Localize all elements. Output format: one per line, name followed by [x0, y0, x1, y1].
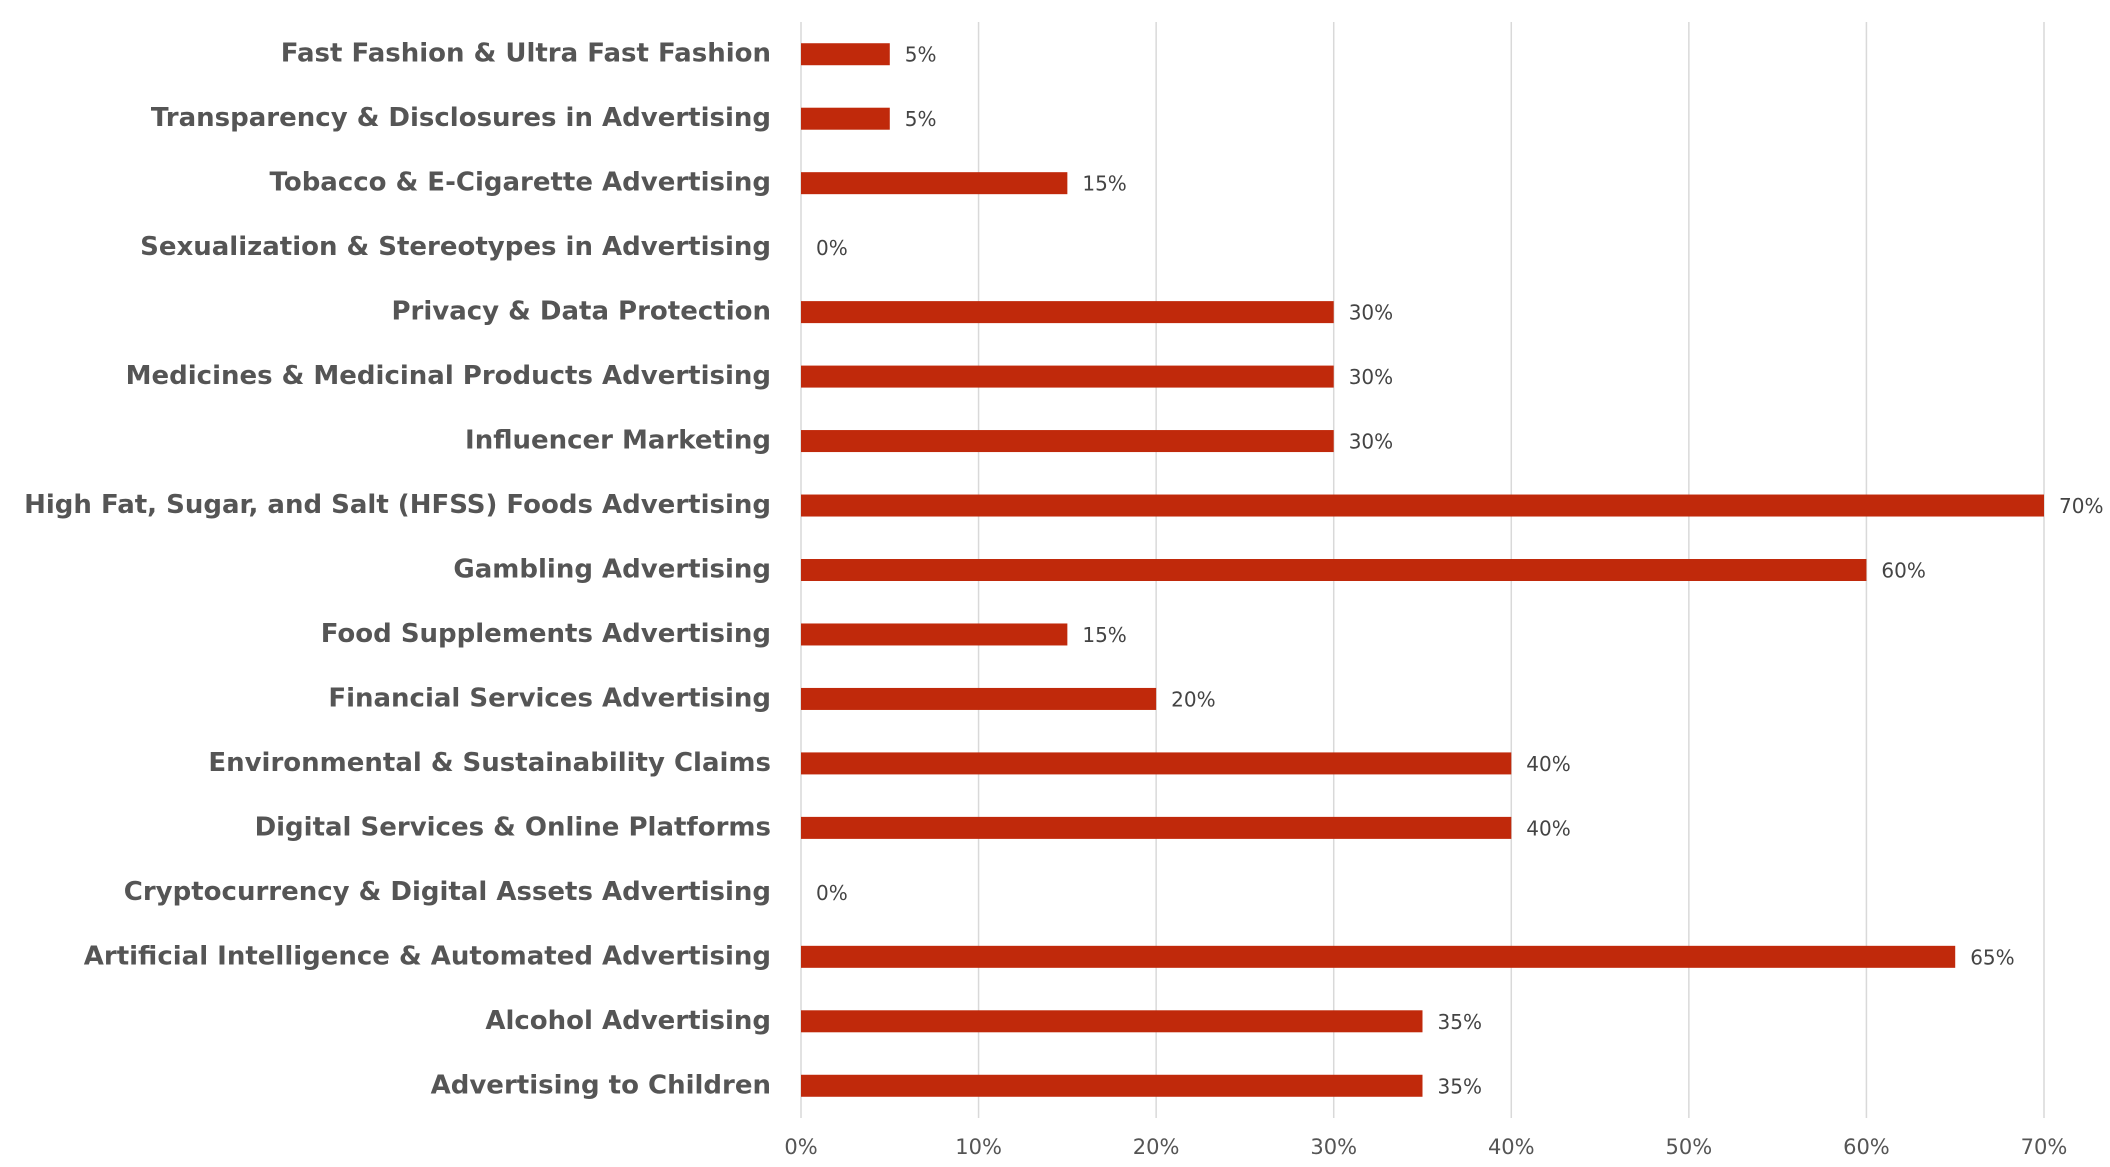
bar — [801, 559, 1867, 581]
category-label: Alcohol Advertising — [485, 1006, 771, 1036]
bar — [801, 623, 1068, 646]
category-label: Influencer Marketing — [465, 426, 771, 456]
value-label: 65% — [1970, 945, 2014, 969]
category-label: Privacy & Data Protection — [391, 297, 771, 327]
category-label: Gambling Advertising — [453, 555, 771, 585]
bar — [801, 107, 890, 130]
category-label: Financial Services Advertising — [328, 683, 771, 713]
category-label: Artificial Intelligence & Automated Adve… — [84, 941, 771, 971]
x-tick-label: 20% — [1133, 1135, 1180, 1159]
category-label: Transparency & Disclosures in Advertisin… — [151, 103, 771, 133]
value-label: 60% — [1881, 559, 1925, 583]
bar — [801, 687, 1157, 710]
value-label: 70% — [2059, 494, 2103, 518]
bar — [801, 752, 1512, 775]
value-label: 0% — [816, 881, 848, 905]
x-tick-label: 50% — [1666, 1135, 1713, 1159]
x-tick-label: 10% — [955, 1135, 1002, 1159]
value-label: 15% — [1082, 623, 1126, 647]
value-label: 5% — [905, 107, 937, 131]
bar — [801, 172, 1068, 195]
category-label: Sexualization & Stereotypes in Advertisi… — [140, 232, 771, 262]
bar — [801, 1010, 1423, 1033]
value-label: 20% — [1171, 687, 1215, 711]
bar — [801, 43, 890, 66]
bar — [801, 945, 1956, 968]
value-label: 35% — [1438, 1074, 1482, 1098]
category-label: High Fat, Sugar, and Salt (HFSS) Foods A… — [24, 490, 771, 520]
value-label: 15% — [1082, 172, 1126, 196]
value-label: 5% — [905, 43, 937, 67]
value-label: 30% — [1349, 365, 1393, 389]
category-label: Cryptocurrency & Digital Assets Advertis… — [124, 877, 771, 907]
value-label: 0% — [816, 236, 848, 260]
value-label: 40% — [1526, 816, 1570, 840]
bar — [801, 430, 1334, 453]
bar — [801, 365, 1334, 388]
x-tick-label: 30% — [1310, 1135, 1357, 1159]
category-label: Tobacco & E-Cigarette Advertising — [270, 168, 771, 198]
category-label: Environmental & Sustainability Claims — [208, 748, 771, 778]
value-label: 40% — [1526, 752, 1570, 776]
bar — [801, 816, 1512, 839]
category-label: Fast Fashion & Ultra Fast Fashion — [281, 39, 771, 69]
category-label: Advertising to Children — [431, 1070, 771, 1100]
bar — [801, 1074, 1423, 1097]
bar — [801, 301, 1334, 324]
x-tick-label: 40% — [1488, 1135, 1535, 1159]
x-tick-label: 70% — [2021, 1135, 2068, 1159]
value-label: 30% — [1349, 430, 1393, 454]
value-label: 30% — [1349, 301, 1393, 325]
bar — [801, 494, 2044, 517]
category-label: Food Supplements Advertising — [321, 619, 771, 649]
category-label: Digital Services & Online Platforms — [255, 812, 771, 842]
x-tick-label: 60% — [1843, 1135, 1890, 1159]
x-tick-label: 0% — [784, 1135, 817, 1159]
category-label: Medicines & Medicinal Products Advertisi… — [126, 361, 771, 391]
value-label: 35% — [1438, 1010, 1482, 1034]
